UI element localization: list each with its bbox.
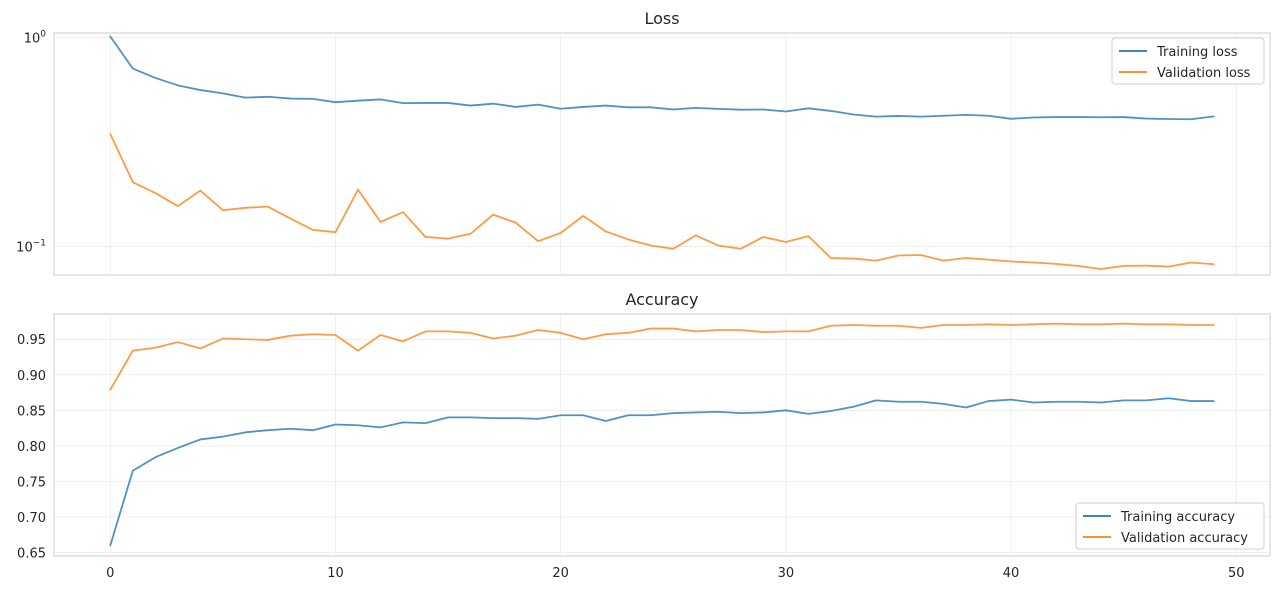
validation-accuracy-line [109, 322, 1215, 391]
accuracy-y-tick-labels: 0.65 0.70 0.75 0.80 0.85 0.90 0.95 [17, 333, 46, 561]
y-tick-label: 100 [24, 29, 47, 46]
loss-legend-label-validation: Validation loss [1157, 66, 1251, 81]
loss-panel: 100 10−1 Loss Training loss Validation lo… [16, 9, 1271, 276]
loss-y-tick-labels: 100 10−1 [16, 29, 46, 255]
y-tick-label: 0.90 [17, 369, 46, 384]
y-tick-label: 0.95 [17, 333, 46, 348]
accuracy-panel: 0.65 0.70 0.75 0.80 0.85 0.90 0.95 0 10 20 30 40 50… [17, 290, 1271, 581]
y-tick-label: 0.80 [17, 440, 46, 455]
x-tick-label: 40 [1003, 566, 1020, 581]
accuracy-gridlines [54, 314, 1270, 556]
x-tick-label: 30 [778, 566, 795, 581]
accuracy-plot-area [53, 313, 1271, 557]
loss-legend: Training loss Validation loss [1111, 37, 1265, 85]
training-loss-line [109, 35, 1215, 121]
loss-legend-box [1111, 37, 1265, 85]
y-tick-label: 0.65 [17, 546, 46, 561]
loss-plot-area [53, 32, 1271, 276]
validation-loss-line [109, 133, 1215, 270]
accuracy-legend-label-validation: Validation accuracy [1121, 531, 1248, 546]
x-tick-label: 0 [106, 566, 114, 581]
y-tick-label: 0.70 [17, 511, 46, 526]
accuracy-legend-label-training: Training accuracy [1120, 510, 1235, 525]
loss-legend-label-training: Training loss [1156, 45, 1238, 60]
accuracy-series [109, 322, 1215, 547]
accuracy-legend: Training accuracy Validation accuracy [1075, 502, 1265, 550]
loss-title: Loss [644, 9, 679, 28]
y-tick-label: 0.85 [17, 404, 46, 419]
x-tick-label: 50 [1228, 566, 1245, 581]
accuracy-title: Accuracy [625, 290, 698, 309]
y-tick-label: 10−1 [16, 238, 46, 255]
x-tick-label: 20 [552, 566, 569, 581]
y-tick-label: 0.75 [17, 475, 46, 490]
accuracy-legend-box [1075, 502, 1265, 550]
training-accuracy-line [109, 397, 1215, 547]
loss-series [109, 35, 1215, 270]
accuracy-x-tick-labels: 0 10 20 30 40 50 [106, 566, 1244, 581]
x-tick-label: 10 [327, 566, 344, 581]
